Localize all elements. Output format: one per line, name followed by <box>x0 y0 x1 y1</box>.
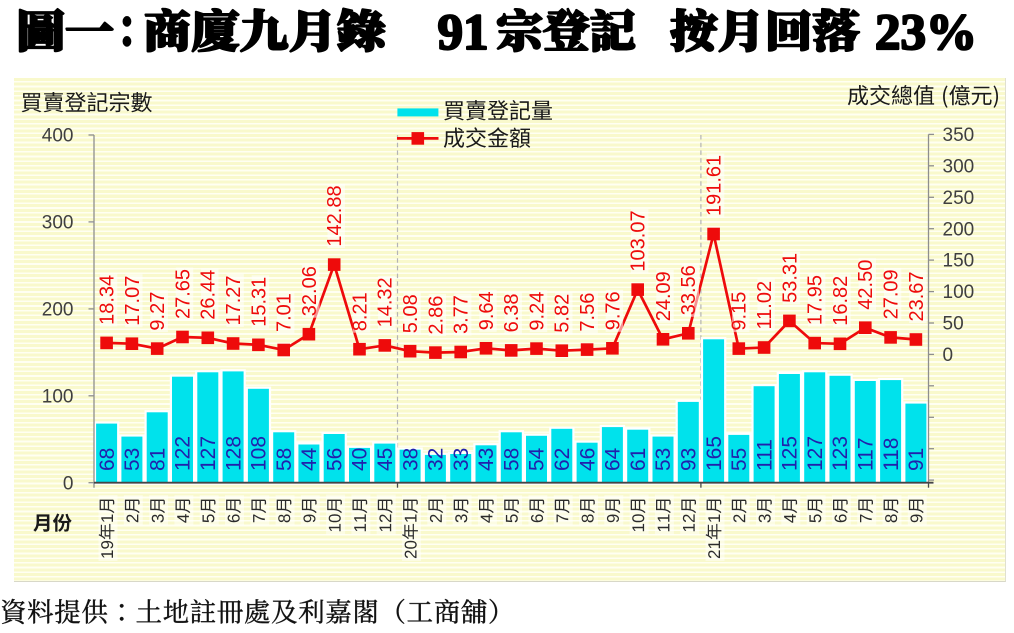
svg-text:17.07: 17.07 <box>122 276 144 326</box>
svg-text:27.09: 27.09 <box>881 269 903 319</box>
svg-text:111: 111 <box>753 439 776 471</box>
svg-text:53: 53 <box>121 448 144 471</box>
svg-text:93: 93 <box>678 448 701 471</box>
svg-text:33: 33 <box>450 448 473 471</box>
svg-text:127: 127 <box>197 436 220 471</box>
svg-text:58: 58 <box>273 448 296 471</box>
svg-text:100: 100 <box>42 386 74 407</box>
svg-text:9.24: 9.24 <box>526 292 548 331</box>
svg-text:122: 122 <box>172 436 195 471</box>
svg-text:15.31: 15.31 <box>248 277 270 327</box>
svg-text:24.09: 24.09 <box>653 271 675 321</box>
svg-text:400: 400 <box>42 126 74 147</box>
svg-text:61: 61 <box>627 448 650 471</box>
svg-text:103.07: 103.07 <box>628 210 650 271</box>
svg-text:9.15: 9.15 <box>729 292 751 331</box>
svg-text:33.56: 33.56 <box>678 265 700 315</box>
svg-text:16.82: 16.82 <box>830 276 852 326</box>
svg-text:200: 200 <box>42 300 74 321</box>
svg-text:9.27: 9.27 <box>147 292 169 331</box>
svg-text:0: 0 <box>63 473 74 494</box>
svg-text:100: 100 <box>943 282 975 303</box>
svg-text:5.82: 5.82 <box>552 294 574 333</box>
svg-text:81: 81 <box>146 448 169 471</box>
svg-text:150: 150 <box>943 251 975 272</box>
svg-text:300: 300 <box>943 156 975 177</box>
svg-text:14.32: 14.32 <box>375 277 397 327</box>
svg-text:23.67: 23.67 <box>906 271 928 321</box>
svg-text:26.44: 26.44 <box>198 270 220 320</box>
svg-text:191.61: 191.61 <box>704 155 726 216</box>
svg-text:118: 118 <box>880 438 903 471</box>
svg-text:300: 300 <box>42 213 74 234</box>
svg-text:64: 64 <box>602 447 625 471</box>
svg-text:40: 40 <box>349 448 372 471</box>
svg-text:7.56: 7.56 <box>577 293 599 332</box>
svg-text:55: 55 <box>728 448 751 471</box>
svg-text:125: 125 <box>779 436 802 471</box>
svg-text:128: 128 <box>222 436 245 471</box>
svg-text:17.95: 17.95 <box>805 275 827 325</box>
svg-text:62: 62 <box>551 448 574 471</box>
svg-text:56: 56 <box>323 448 346 471</box>
svg-text:58: 58 <box>501 448 524 471</box>
svg-text:6.38: 6.38 <box>501 293 523 332</box>
svg-text:9.76: 9.76 <box>602 291 624 330</box>
svg-text:350: 350 <box>943 125 975 146</box>
svg-text:91: 91 <box>905 448 928 471</box>
svg-text:54: 54 <box>526 447 549 471</box>
svg-text:45: 45 <box>374 448 397 471</box>
svg-text:32.06: 32.06 <box>299 266 321 316</box>
svg-text:68: 68 <box>96 448 119 471</box>
svg-text:32: 32 <box>425 448 448 471</box>
svg-text:108: 108 <box>248 436 271 471</box>
svg-text:43: 43 <box>475 448 498 471</box>
svg-text:200: 200 <box>943 219 975 240</box>
svg-text:123: 123 <box>829 436 852 471</box>
svg-text:5.08: 5.08 <box>400 294 422 333</box>
svg-text:3.77: 3.77 <box>451 295 473 334</box>
svg-text:18.34: 18.34 <box>97 275 119 325</box>
svg-text:46: 46 <box>576 448 599 471</box>
svg-text:9.64: 9.64 <box>476 291 498 330</box>
svg-text:0: 0 <box>943 345 954 366</box>
svg-text:17.27: 17.27 <box>223 275 245 325</box>
svg-text:2.86: 2.86 <box>425 296 447 335</box>
svg-text:127: 127 <box>804 436 827 471</box>
svg-text:38: 38 <box>399 448 422 471</box>
svg-text:42.50: 42.50 <box>855 260 877 310</box>
svg-text:8.21: 8.21 <box>349 292 371 331</box>
svg-text:142.88: 142.88 <box>324 185 346 246</box>
svg-text:50: 50 <box>943 314 964 335</box>
svg-text:53.31: 53.31 <box>779 253 801 303</box>
svg-text:44: 44 <box>298 447 321 471</box>
svg-text:27.65: 27.65 <box>172 269 194 319</box>
svg-text:7.01: 7.01 <box>274 293 296 332</box>
svg-text:250: 250 <box>943 188 975 209</box>
svg-text:117: 117 <box>855 438 878 471</box>
svg-text:165: 165 <box>703 436 726 471</box>
svg-text:11.02: 11.02 <box>754 281 776 330</box>
svg-text:53: 53 <box>652 448 675 471</box>
